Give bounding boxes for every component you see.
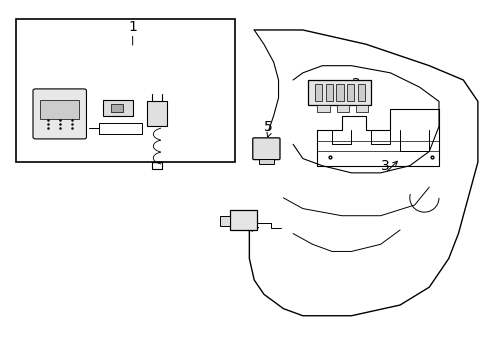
Bar	[336, 105, 348, 112]
Text: 3: 3	[380, 159, 389, 173]
Bar	[220, 216, 229, 226]
Bar	[40, 100, 79, 119]
Bar	[314, 84, 322, 102]
Text: 5: 5	[264, 120, 273, 134]
Bar	[259, 158, 273, 164]
Bar	[356, 105, 368, 112]
Bar	[317, 105, 329, 112]
Bar	[229, 210, 256, 230]
Bar	[357, 84, 365, 102]
Bar	[336, 84, 343, 102]
Text: 4: 4	[249, 220, 258, 234]
Bar	[325, 84, 332, 102]
Bar	[111, 104, 122, 112]
Text: 2: 2	[351, 77, 360, 91]
FancyBboxPatch shape	[252, 138, 280, 159]
Text: 1: 1	[128, 19, 137, 33]
Bar	[103, 100, 132, 116]
Bar	[16, 19, 234, 162]
FancyBboxPatch shape	[33, 89, 86, 139]
Bar	[307, 80, 370, 105]
Bar	[346, 84, 354, 102]
Bar	[147, 102, 166, 126]
